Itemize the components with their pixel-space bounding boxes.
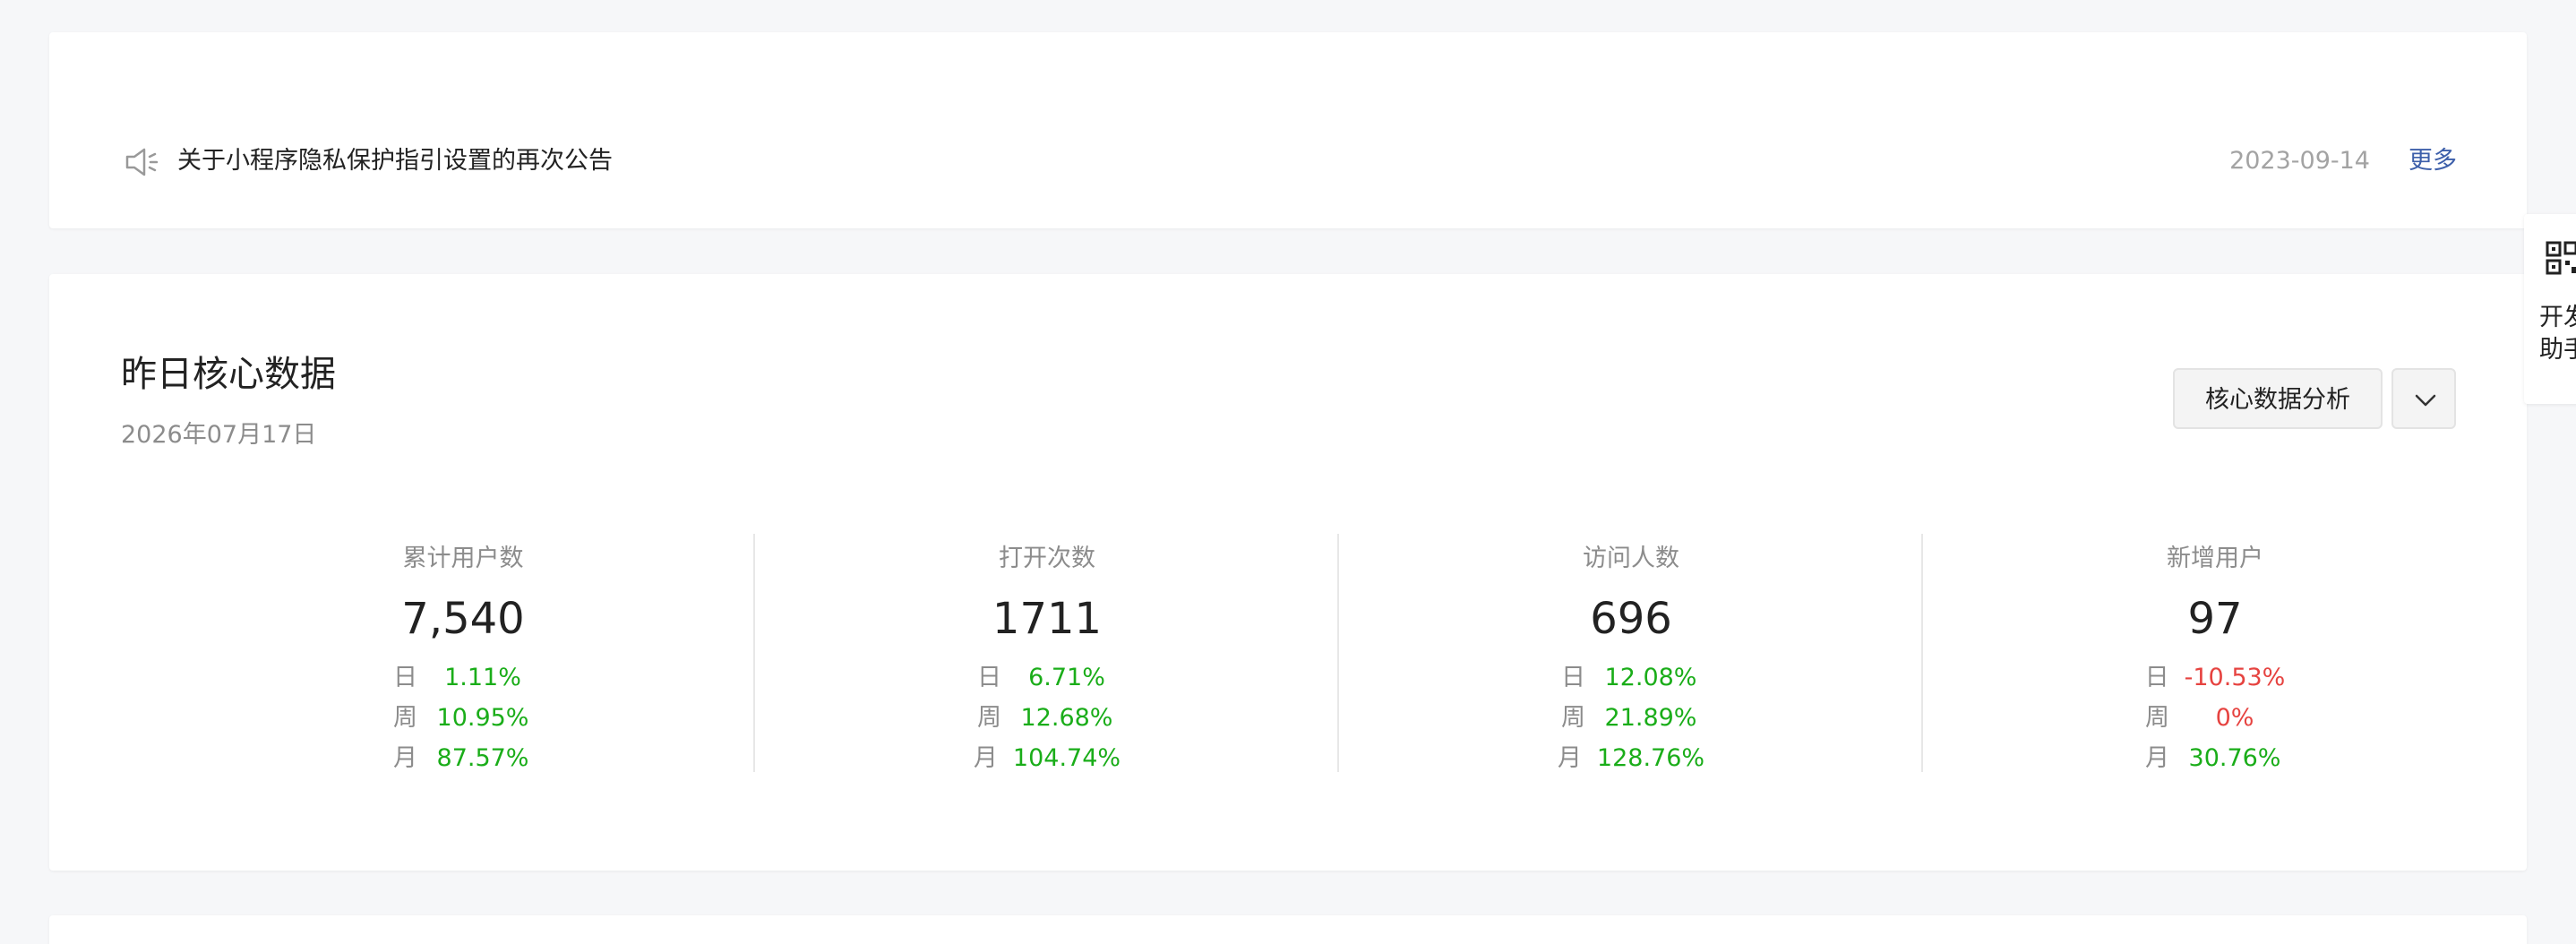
change-value: 30.76% — [2188, 744, 2281, 772]
period-label: 周 — [977, 704, 1001, 732]
analysis-dropdown-button[interactable] — [2391, 368, 2456, 429]
stat-divider — [1921, 534, 1923, 772]
stat-value: 1711 — [992, 594, 1103, 644]
stat-row-month: 月 30.76% — [1923, 738, 2507, 778]
period-label: 月 — [1557, 744, 1582, 772]
stat-label: 累计用户数 — [402, 545, 524, 572]
change-value: 128.76% — [1596, 744, 1705, 772]
change-value: 1.11% — [444, 664, 521, 691]
qr-code-icon — [2546, 241, 2576, 275]
change-value: 104.74% — [1012, 744, 1121, 772]
notice-card: 关于小程序隐私保护指引设置的再次公告 2023-09-14 更多 — [49, 32, 2527, 228]
stat-open-count: 打开次数 1711 日 6.71% 周 12.68% 月 104.74% — [755, 534, 1339, 772]
stat-divider — [1337, 534, 1339, 772]
notice-date: 2023-09-14 — [2229, 147, 2370, 175]
change-value: 87.57% — [436, 744, 529, 772]
change-value: 10.95% — [436, 704, 529, 732]
period-label: 月 — [973, 744, 998, 772]
period-label: 日 — [1561, 664, 1585, 691]
period-label: 月 — [2145, 744, 2169, 772]
stat-row-week: 周 12.68% — [755, 698, 1339, 738]
stat-row-day: 日 -10.53% — [1923, 657, 2507, 698]
notice-title[interactable]: 关于小程序隐私保护指引设置的再次公告 — [177, 147, 613, 175]
period-label: 周 — [393, 704, 417, 732]
more-link[interactable]: 更多 — [2409, 147, 2457, 175]
stat-value: 696 — [1590, 594, 1672, 644]
period-label: 日 — [977, 664, 1001, 691]
stat-row-month: 月 104.74% — [755, 738, 1339, 778]
next-card — [49, 915, 2527, 944]
stat-value: 7,540 — [401, 594, 525, 644]
stat-row-day: 日 12.08% — [1339, 657, 1923, 698]
stat-divider — [753, 534, 755, 772]
core-data-title: 昨日核心数据 — [121, 354, 336, 395]
period-label: 日 — [393, 664, 417, 691]
stat-value: 97 — [2187, 594, 2243, 644]
dev-helper-label: 开发助手 — [2539, 304, 2576, 364]
chevron-down-icon — [2415, 394, 2436, 407]
change-value: 6.71% — [1028, 664, 1105, 691]
stat-label: 新增用户 — [2167, 545, 2263, 572]
stat-row-month: 月 87.57% — [171, 738, 755, 778]
change-value: 0% — [2215, 704, 2254, 732]
period-label: 日 — [2144, 664, 2169, 691]
change-value: 12.08% — [1604, 664, 1697, 691]
stat-row-week: 周 10.95% — [171, 698, 755, 738]
change-value: -10.53% — [2184, 664, 2286, 691]
dev-helper-tab[interactable]: 开发助手 — [2524, 214, 2576, 404]
period-label: 月 — [393, 744, 417, 772]
speaker-icon — [125, 147, 160, 177]
stat-row-month: 月 128.76% — [1339, 738, 1923, 778]
change-value: 21.89% — [1604, 704, 1697, 732]
stat-label: 访问人数 — [1583, 545, 1679, 572]
stat-label: 打开次数 — [999, 545, 1095, 572]
period-label: 周 — [2145, 704, 2169, 732]
stat-row-week: 周 21.89% — [1339, 698, 1923, 738]
stat-row-week: 周 0% — [1923, 698, 2507, 738]
change-value: 12.68% — [1020, 704, 1113, 732]
stat-new-users: 新增用户 97 日 -10.53% 周 0% 月 30.76% — [1923, 534, 2507, 772]
stat-visitors: 访问人数 696 日 12.08% 周 21.89% 月 128.76% — [1339, 534, 1923, 772]
core-data-analysis-button[interactable]: 核心数据分析 — [2173, 368, 2383, 429]
core-stats: 累计用户数 7,540 日 1.11% 周 10.95% 月 87.57% 打开次数 … — [49, 534, 2527, 772]
core-data-date: 2026年07月17日 — [121, 421, 317, 449]
stat-total-users: 累计用户数 7,540 日 1.11% 周 10.95% 月 87.57% — [171, 534, 755, 772]
stat-row-day: 日 1.11% — [171, 657, 755, 698]
period-label: 周 — [1561, 704, 1585, 732]
stat-row-day: 日 6.71% — [755, 657, 1339, 698]
